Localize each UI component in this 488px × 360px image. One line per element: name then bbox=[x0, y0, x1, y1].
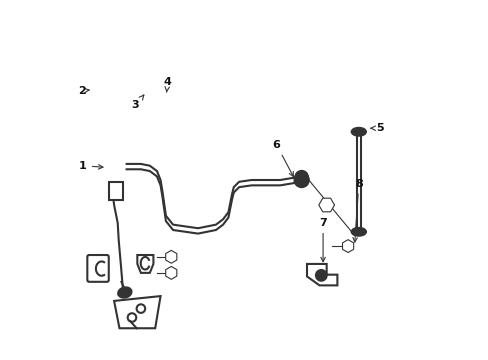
FancyBboxPatch shape bbox=[108, 182, 123, 200]
Ellipse shape bbox=[351, 228, 365, 236]
Text: 8: 8 bbox=[352, 179, 362, 242]
Polygon shape bbox=[306, 264, 337, 285]
Ellipse shape bbox=[294, 173, 308, 187]
FancyBboxPatch shape bbox=[87, 255, 108, 282]
Ellipse shape bbox=[315, 270, 326, 281]
Ellipse shape bbox=[118, 287, 131, 298]
Text: 4: 4 bbox=[163, 77, 171, 92]
Polygon shape bbox=[114, 296, 160, 328]
Text: 2: 2 bbox=[78, 86, 89, 96]
Text: 1: 1 bbox=[79, 161, 103, 171]
Ellipse shape bbox=[351, 128, 365, 136]
Text: 6: 6 bbox=[272, 140, 293, 176]
Text: 3: 3 bbox=[131, 95, 143, 110]
Ellipse shape bbox=[295, 171, 307, 183]
Text: 7: 7 bbox=[319, 218, 326, 262]
Polygon shape bbox=[137, 255, 153, 273]
Text: 5: 5 bbox=[370, 123, 383, 133]
